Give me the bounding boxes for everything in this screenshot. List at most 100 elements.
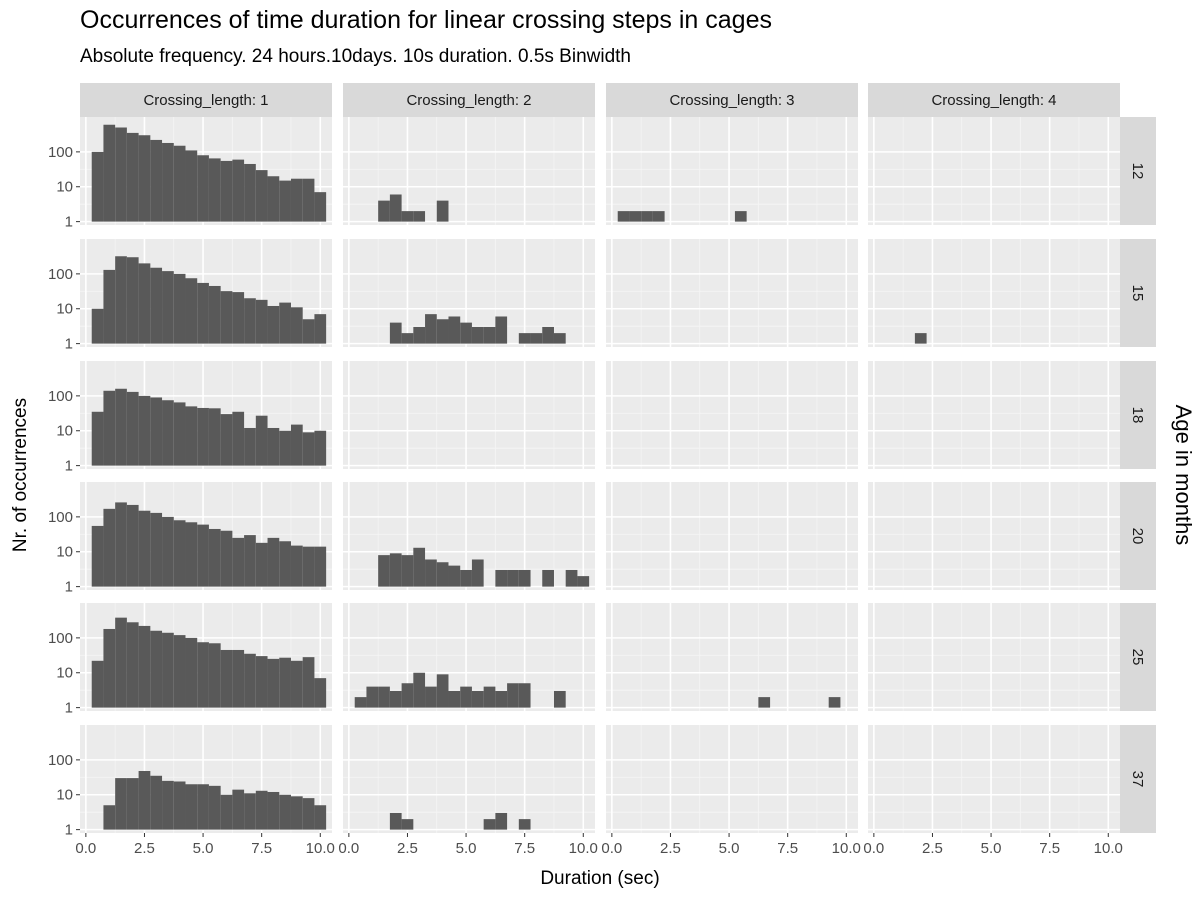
histogram-bar [173,145,186,222]
histogram-bar [302,798,315,830]
y-tick-label: 10 [56,544,73,561]
row-facet-title: Age in months [1171,405,1196,546]
histogram-bar [115,388,127,466]
histogram-bar [103,628,116,708]
histogram-bar [244,535,256,587]
x-tick-label: 0.0 [601,840,622,857]
histogram-bar [389,194,402,222]
histogram-bar [138,135,151,222]
panel-background [606,482,858,590]
histogram-bar [103,124,116,222]
histogram-bar [232,292,245,344]
histogram-bar [126,257,139,344]
x-tick-label: 2.5 [922,840,943,857]
histogram-bar [530,333,543,344]
histogram-bar [314,314,327,344]
histogram-bar [185,637,198,708]
histogram-bar [103,269,116,344]
y-tick-label: 10 [56,787,73,804]
histogram-bar [197,784,209,830]
histogram-bar [577,576,590,587]
histogram-bar [115,617,127,708]
histogram-bar [185,406,198,466]
histogram-bar [173,273,186,344]
histogram-bar [436,562,449,587]
panel-background [606,603,858,711]
histogram-bar [425,559,437,587]
facet-panel [343,603,595,711]
histogram-bar [255,415,268,466]
histogram-bar [314,546,327,587]
histogram-bar [279,794,291,830]
histogram-bar [471,326,484,344]
histogram-bar [413,547,426,587]
y-tick-label: 10 [56,179,73,196]
histogram-bar [138,395,151,466]
histogram-bar [518,333,531,344]
histogram-bar [495,690,508,708]
histogram-bar [208,408,221,466]
panel-background [868,725,1120,833]
histogram-bar [267,305,280,344]
histogram-bar [302,178,315,222]
histogram-bar [425,314,437,344]
y-tick-label: 1 [65,579,73,596]
histogram-bar [232,789,245,830]
histogram-bar [302,319,315,344]
histogram-bar [185,522,198,587]
facet-panel [343,117,595,225]
histogram-bar [483,326,496,344]
histogram-bar [232,411,245,466]
facet-panel [868,482,1120,590]
x-tick-label: 10.0 [832,840,861,857]
histogram-bar [448,565,461,587]
facet-panel [868,603,1120,711]
histogram-bar [279,657,291,708]
y-tick-label: 1 [65,700,73,717]
y-tick-label: 1 [65,822,73,839]
histogram-bar [518,569,531,587]
histogram-bar [150,775,163,830]
histogram-bar [244,653,256,708]
histogram-bar [91,525,104,587]
panel-background [606,725,858,833]
histogram-bar [436,674,449,708]
histogram-bar [267,176,280,222]
column-strip-label: Crossing_length: 2 [406,92,531,109]
facet-panel [868,725,1120,833]
panel-background [606,239,858,347]
histogram-bar [460,686,472,708]
panel-background [868,117,1120,225]
x-tick-label: 5.0 [981,840,1002,857]
histogram-bar [314,805,327,830]
histogram-bar [354,697,367,708]
histogram-bar [471,559,484,587]
x-tick-label: 10.0 [1094,840,1123,857]
histogram-bar [914,333,927,344]
histogram-bar [220,649,233,708]
histogram-bar [208,285,221,344]
histogram-bar [389,322,402,344]
facet-panel [868,117,1120,225]
histogram-bar [103,805,116,830]
histogram-bar [279,302,291,344]
panel-background [868,361,1120,469]
column-strip [606,83,858,117]
histogram-bar [641,211,653,222]
histogram-bar [652,211,665,222]
histogram-bar [734,211,747,222]
histogram-bar [507,683,519,708]
histogram-bar [91,151,104,222]
histogram-bar [542,569,554,587]
histogram-bar [279,430,291,466]
panel-background [606,361,858,469]
histogram-bar [617,211,630,222]
y-tick-label: 10 [56,301,73,318]
x-tick-label: 5.0 [719,840,740,857]
facet-panel [868,239,1120,347]
histogram-bar [758,697,771,708]
row-strip [1120,117,1156,225]
histogram-bar [91,308,104,344]
histogram-bar [483,819,496,830]
